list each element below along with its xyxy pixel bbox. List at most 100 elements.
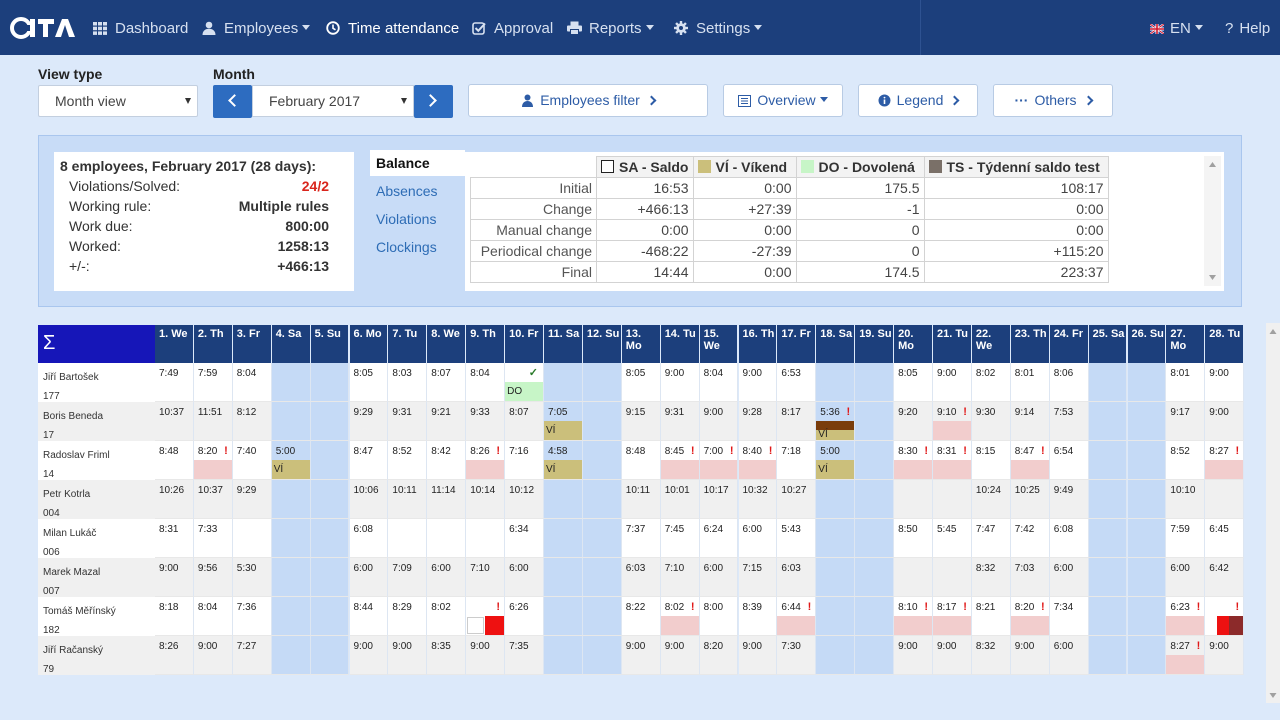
day-cell[interactable] <box>466 519 506 558</box>
day-cell[interactable]: 6:00 <box>699 558 739 597</box>
day-cell[interactable]: 9:00 <box>738 363 778 402</box>
day-cell[interactable]: 7:27 <box>232 636 272 675</box>
day-cell[interactable]: 7:03 <box>1010 558 1050 597</box>
tab-clockings[interactable]: Clockings <box>376 239 437 255</box>
day-cell[interactable] <box>1088 519 1128 558</box>
day-cell[interactable] <box>894 480 933 519</box>
day-cell[interactable] <box>1127 441 1167 480</box>
employees-filter-button[interactable]: Employees filter <box>468 84 708 117</box>
day-cell[interactable]: 6:00 <box>1049 636 1089 675</box>
day-cell[interactable] <box>310 597 350 636</box>
day-cell[interactable] <box>310 402 350 441</box>
day-cell[interactable] <box>310 441 350 480</box>
day-cell[interactable]: 9:33 <box>466 402 506 441</box>
day-cell[interactable]: 8:44 <box>349 597 389 636</box>
day-cell[interactable] <box>1088 480 1128 519</box>
day-cell[interactable]: 10:27 <box>777 480 817 519</box>
day-cell[interactable]: 6:08 <box>349 519 389 558</box>
page-scrollbar[interactable] <box>1266 323 1280 703</box>
day-cell[interactable]: 9:00 <box>1205 402 1245 441</box>
employee-row-label[interactable]: Jiří Račanský 79 <box>38 636 155 675</box>
day-header-4[interactable]: 4. Sa <box>271 325 311 363</box>
day-cell[interactable]: 8:52 <box>388 441 428 480</box>
day-cell[interactable]: 6:03 <box>621 558 661 597</box>
day-header-23[interactable]: 23. Th <box>1010 325 1050 363</box>
tab-absences[interactable]: Absences <box>376 183 438 199</box>
day-header-28[interactable]: 28. Tu <box>1205 325 1245 363</box>
day-cell[interactable]: 9:14 <box>1010 402 1050 441</box>
day-cell[interactable] <box>310 480 350 519</box>
day-cell[interactable]: 8:27! <box>1166 636 1206 675</box>
day-cell[interactable]: 5:45 <box>933 519 972 558</box>
day-cell[interactable]: 8:35 <box>427 636 467 675</box>
day-header-20[interactable]: 20. Mo <box>894 325 933 363</box>
day-cell[interactable]: 7:05 VÍ <box>544 402 583 441</box>
day-cell[interactable]: 10:37 <box>193 480 233 519</box>
day-header-3[interactable]: 3. Fr <box>232 325 272 363</box>
day-cell[interactable]: 8:20! <box>1010 597 1050 636</box>
day-cell[interactable] <box>544 636 583 675</box>
sum-header[interactable]: Σ <box>38 325 155 363</box>
day-cell[interactable]: 7:00! <box>699 441 739 480</box>
day-cell[interactable]: 7:45 <box>660 519 700 558</box>
day-header-14[interactable]: 14. Tu <box>660 325 700 363</box>
day-cell[interactable]: 8:31! <box>933 441 972 480</box>
day-cell[interactable]: 10:11 <box>388 480 428 519</box>
day-header-9[interactable]: 9. Th <box>466 325 506 363</box>
day-cell[interactable]: 9:00 <box>1205 636 1245 675</box>
day-cell[interactable]: 7:36 <box>232 597 272 636</box>
day-cell[interactable]: 5:30 <box>232 558 272 597</box>
day-cell[interactable]: 8:26 <box>155 636 194 675</box>
day-cell[interactable]: 7:49 <box>155 363 194 402</box>
day-cell[interactable]: 8:02 <box>427 597 467 636</box>
day-cell[interactable]: 7:10 <box>466 558 506 597</box>
day-cell[interactable] <box>582 441 622 480</box>
day-cell[interactable]: 8:02! <box>660 597 700 636</box>
day-cell[interactable] <box>933 558 972 597</box>
day-cell[interactable]: ! <box>1205 597 1245 636</box>
day-header-11[interactable]: 11. Sa <box>544 325 583 363</box>
day-cell[interactable] <box>933 480 972 519</box>
day-header-10[interactable]: 10. Fr <box>505 325 544 363</box>
day-cell[interactable]: 8:21 <box>971 597 1011 636</box>
day-cell[interactable]: 8:05 <box>349 363 389 402</box>
employee-row-label[interactable]: Petr Kotrla 004 <box>38 480 155 519</box>
day-cell[interactable]: 9:00 <box>155 558 194 597</box>
day-cell[interactable]: 8:06 <box>1049 363 1089 402</box>
day-cell[interactable]: 9:00 <box>388 636 428 675</box>
day-cell[interactable] <box>544 597 583 636</box>
day-cell[interactable] <box>816 636 856 675</box>
day-header-25[interactable]: 25. Sa <box>1088 325 1128 363</box>
day-cell[interactable] <box>582 519 622 558</box>
day-cell[interactable]: 5:36! VÍ <box>816 402 856 441</box>
day-cell[interactable]: ! <box>466 597 506 636</box>
day-cell[interactable]: 7:40 <box>232 441 272 480</box>
day-cell[interactable] <box>1088 402 1128 441</box>
day-cell[interactable]: 9:49 <box>1049 480 1089 519</box>
day-cell[interactable]: 6:42 <box>1205 558 1245 597</box>
day-cell[interactable]: 10:12 <box>505 480 544 519</box>
day-cell[interactable] <box>544 480 583 519</box>
day-cell[interactable] <box>271 363 311 402</box>
day-cell[interactable]: 4:58 VÍ <box>544 441 583 480</box>
day-cell[interactable]: 6:03 <box>777 558 817 597</box>
day-cell[interactable]: 8:32 <box>971 558 1011 597</box>
day-cell[interactable]: 6:45 <box>1205 519 1245 558</box>
previous-month-button[interactable] <box>213 85 252 118</box>
day-cell[interactable]: 9:00 <box>933 636 972 675</box>
day-cell[interactable] <box>544 558 583 597</box>
day-cell[interactable]: 9:00 <box>894 636 933 675</box>
day-cell[interactable]: 9:00 <box>933 363 972 402</box>
day-header-18[interactable]: 18. Sa <box>816 325 856 363</box>
day-cell[interactable]: 7:10 <box>660 558 700 597</box>
day-cell[interactable]: 7:18 <box>777 441 817 480</box>
day-cell[interactable]: 9:20 <box>894 402 933 441</box>
day-cell[interactable]: 8:05 <box>894 363 933 402</box>
day-header-6[interactable]: 6. Mo <box>349 325 389 363</box>
day-cell[interactable]: 8:07 <box>427 363 467 402</box>
day-cell[interactable]: 6:44! <box>777 597 817 636</box>
day-header-19[interactable]: 19. Su <box>855 325 895 363</box>
day-cell[interactable]: 9:00 <box>193 636 233 675</box>
tab-violations[interactable]: Violations <box>376 211 437 227</box>
day-header-13[interactable]: 13. Mo <box>621 325 661 363</box>
